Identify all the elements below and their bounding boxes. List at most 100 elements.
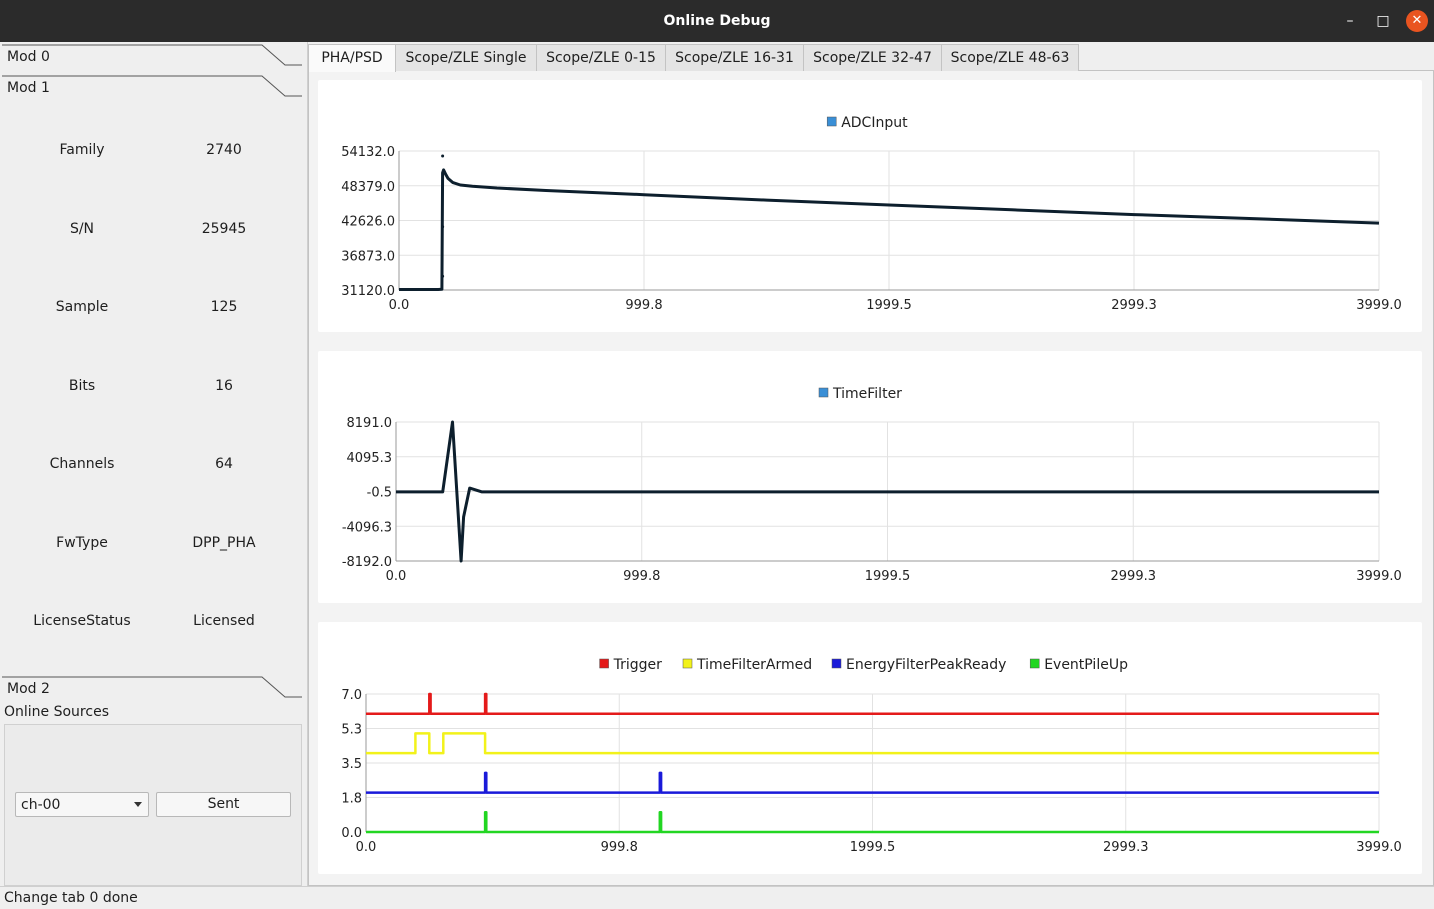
info-row-fwtype: FwType DPP_PHA [0, 535, 300, 559]
mod2-header[interactable]: Mod 2 [0, 676, 304, 706]
chart-adcinput-svg: 0.0 999.8 1999.5 2999.3 3999.0 54132.0 48379.0… [341, 115, 1402, 313]
mod0-header[interactable]: Mod 0 [0, 44, 304, 74]
info-row-bits: Bits 16 [0, 378, 300, 402]
info-key: Bits [68, 378, 96, 394]
y-tick-label: -8192.0 [342, 555, 392, 570]
y-tick-label: 31120.0 [341, 284, 395, 299]
y-tick-label: 5.3 [341, 723, 362, 738]
tab-scope-zle-16-31[interactable]: Scope/ZLE 16-31 [665, 44, 804, 71]
x-tick-label: 999.8 [625, 298, 662, 313]
info-key: LicenseStatus [33, 613, 131, 629]
y-tick-label: 48379.0 [341, 180, 395, 195]
legend-label: ADCInput [841, 115, 908, 131]
tab-pha-psd[interactable]: PHA/PSD [308, 44, 396, 72]
mod2-tab-shape [2, 676, 302, 698]
y-tick-label: -4096.3 [342, 520, 392, 535]
x-tick-label: 1999.5 [866, 298, 912, 313]
legend-label: EnergyFilterPeakReady [846, 657, 1006, 673]
mod1-header[interactable]: Mod 1 [0, 75, 304, 105]
channel-select[interactable]: ch-00 [15, 792, 149, 817]
info-row-family: Family 2740 [0, 142, 300, 166]
legend-label: EventPileUp [1044, 657, 1128, 673]
series-line-energyfilterpeakready [366, 771, 1379, 794]
legend-marker [599, 658, 609, 669]
x-tick-label: 3999.0 [1356, 840, 1402, 855]
tab-scope-zle-48-63[interactable]: Scope/ZLE 48-63 [941, 44, 1079, 71]
y-tick-label: 8191.0 [347, 416, 393, 431]
x-tick-label: 3999.0 [1356, 569, 1402, 584]
module-panel: Mod 0 Mod 1 Family 2740 S/N 25945 Sample… [0, 42, 308, 886]
chart-digital-probes: 0.0 999.8 1999.5 2999.3 3999.0 7.0 5.3 3.5 1.8 0.… [318, 622, 1422, 874]
series-line-trigger [366, 692, 1379, 715]
info-value: 125 [210, 299, 238, 315]
y-tick-label: -0.5 [367, 486, 392, 501]
y-tick-label: 0.0 [341, 826, 362, 841]
info-key: FwType [56, 535, 108, 551]
x-tick-label: 2999.3 [1111, 298, 1157, 313]
mod1-label: Mod 1 [7, 80, 50, 96]
info-value: 16 [215, 378, 233, 394]
x-tick-label: 0.0 [386, 569, 407, 584]
status-text: Change tab 0 done [4, 890, 138, 906]
x-tick-label: 0.0 [389, 298, 410, 313]
minimize-icon[interactable]: – [1346, 13, 1354, 29]
info-key: S/N [69, 221, 95, 237]
y-tick-label: 54132.0 [341, 145, 395, 160]
y-tick-label: 36873.0 [341, 249, 395, 264]
y-tick-label: 42626.0 [341, 215, 395, 230]
tab-scope-zle-0-15[interactable]: Scope/ZLE 0-15 [536, 44, 666, 71]
info-row-licensestatus: LicenseStatus Licensed [0, 613, 300, 637]
legend-marker [1029, 658, 1040, 669]
series-line-adcinput [399, 168, 1380, 291]
info-row-sample: Sample 125 [0, 299, 300, 323]
x-tick-label: 0.0 [356, 840, 377, 855]
mod0-tab-shape [2, 44, 302, 66]
info-key: Sample [55, 299, 109, 315]
mod2-label: Mod 2 [7, 681, 50, 697]
tab-scope-zle-32-47[interactable]: Scope/ZLE 32-47 [803, 44, 942, 71]
title-bar: Online Debug – □ ✕ [0, 0, 1434, 42]
x-tick-label: 999.8 [601, 840, 638, 855]
x-tick-label: 1999.5 [865, 569, 911, 584]
chart-digital-probes-svg: 0.0 999.8 1999.5 2999.3 3999.0 7.0 5.3 3.5 1.8 0.… [341, 657, 1402, 855]
legend-marker [818, 387, 829, 398]
x-tick-label: 1999.5 [850, 840, 896, 855]
legend-label: Trigger [613, 657, 663, 673]
info-value: DPP_PHA [192, 535, 256, 551]
chart-timefilter: 0.0 999.8 1999.5 2999.3 3999.0 8191.0 4095.3 -0… [318, 351, 1422, 603]
y-tick-label: 7.0 [341, 688, 362, 703]
chart-timefilter-svg: 0.0 999.8 1999.5 2999.3 3999.0 8191.0 4095.3 -0… [342, 386, 1402, 584]
chevron-down-icon [134, 802, 142, 807]
data-point [441, 274, 445, 278]
info-row-sn: S/N 25945 [0, 221, 300, 245]
window-title: Online Debug [663, 13, 771, 29]
info-value: 64 [215, 456, 233, 472]
info-key: Channels [49, 456, 115, 472]
maximize-icon[interactable]: □ [1376, 13, 1390, 29]
legend-label: TimeFilterArmed [696, 657, 812, 673]
info-value: Licensed [193, 613, 255, 629]
y-tick-label: 1.8 [341, 792, 362, 807]
legend-marker [831, 658, 842, 669]
mod0-label: Mod 0 [7, 49, 50, 65]
online-sources-label: Online Sources [4, 704, 109, 720]
info-key: Family [59, 142, 105, 158]
x-tick-label: 2999.3 [1111, 569, 1157, 584]
series-line-timefilter [396, 420, 1379, 563]
legend-marker [682, 658, 693, 669]
info-value: 2740 [206, 142, 242, 158]
legend-marker [826, 116, 837, 127]
x-tick-label: 2999.3 [1103, 840, 1149, 855]
info-row-channels: Channels 64 [0, 456, 300, 480]
tab-scope-zle-single[interactable]: Scope/ZLE Single [395, 44, 537, 71]
channel-select-value: ch-00 [21, 797, 61, 813]
series-line-eventpileup [366, 811, 1379, 834]
y-tick-label: 3.5 [341, 757, 362, 772]
status-bar: Change tab 0 done [0, 886, 1434, 909]
close-icon[interactable]: ✕ [1406, 10, 1428, 32]
x-tick-label: 999.8 [623, 569, 660, 584]
mod1-tab-shape [2, 75, 302, 97]
sent-button[interactable]: Sent [156, 792, 291, 817]
series-line-timefilterarmed [366, 732, 1379, 755]
chart-adcinput: 0.0 999.8 1999.5 2999.3 3999.0 54132.0 48379.0… [318, 80, 1422, 332]
